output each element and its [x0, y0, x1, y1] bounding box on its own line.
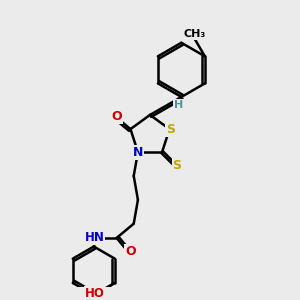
- Text: O: O: [125, 244, 136, 258]
- Text: O: O: [112, 110, 122, 123]
- Text: H: H: [174, 100, 183, 110]
- Text: N: N: [133, 146, 143, 159]
- Text: S: S: [167, 123, 176, 136]
- Text: HO: HO: [85, 287, 104, 300]
- Text: CH₃: CH₃: [184, 29, 206, 39]
- Text: S: S: [172, 159, 182, 172]
- Text: HN: HN: [84, 231, 104, 244]
